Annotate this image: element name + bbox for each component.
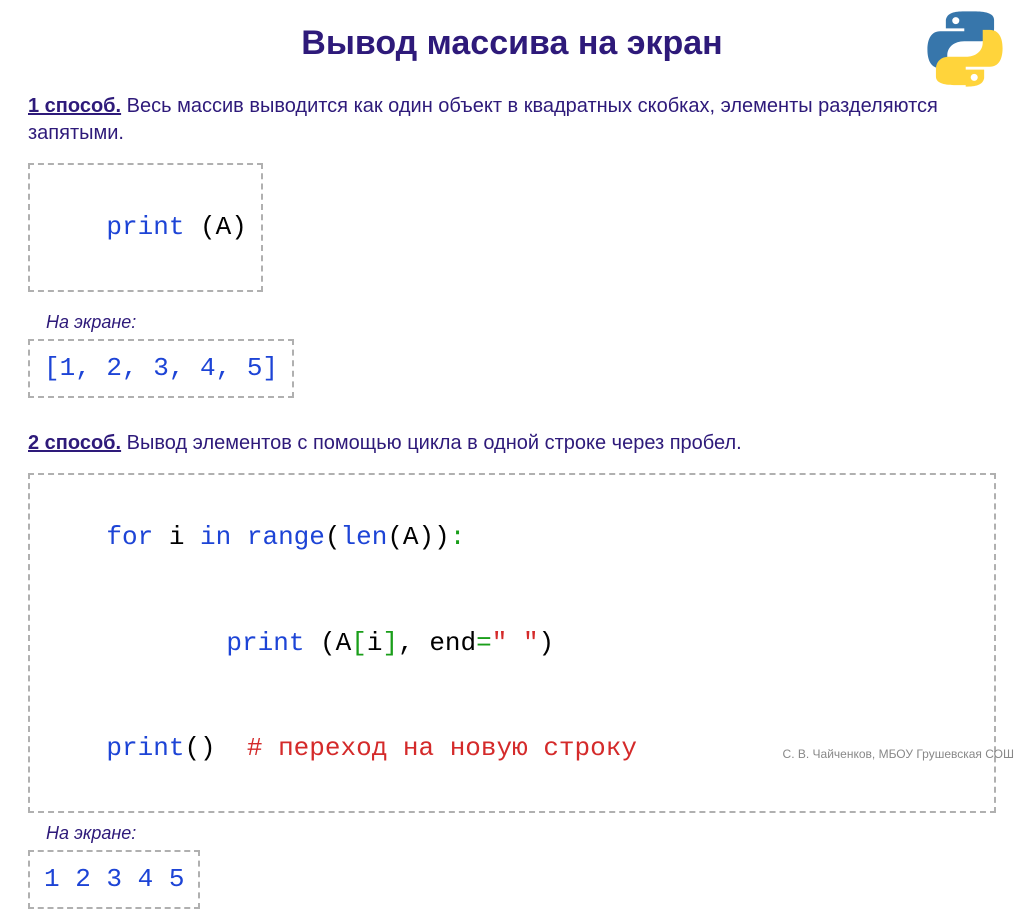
code-keyword: print — [106, 212, 184, 242]
method1-code: print (A) — [28, 163, 263, 292]
output-text: 1 2 3 4 5 — [44, 862, 184, 897]
method2-paragraph: 2 способ. Вывод элементов с помощью цикл… — [28, 430, 996, 457]
method2-code: for i in range(len(A)): print (A[i], end… — [28, 473, 996, 813]
method1-paragraph: 1 способ. Весь массив выводится как один… — [28, 93, 996, 147]
method1-heading: 1 способ. — [28, 95, 121, 117]
code-arg: A — [216, 212, 232, 242]
code-comment: # переход на новую строку — [247, 733, 637, 763]
method2-screen-label: На экране: — [46, 823, 996, 844]
method1-text: Весь массив выводится как один объект в … — [28, 95, 938, 144]
python-logo-icon — [926, 10, 1004, 88]
method2-heading: 2 способ. — [28, 432, 121, 454]
method1-screen-label: На экране: — [46, 312, 996, 333]
slide-title: Вывод массива на экран — [28, 24, 996, 63]
slide-footer: С. В. Чайченков, МБОУ Грушевская СОШ — [783, 747, 1014, 761]
method1-output: [1, 2, 3, 4, 5] — [28, 339, 294, 398]
output-text: [1, 2, 3, 4, 5] — [44, 351, 278, 386]
method2-text: Вывод элементов с помощью цикла в одной … — [121, 432, 742, 454]
method2-output: 1 2 3 4 5 — [28, 850, 200, 909]
